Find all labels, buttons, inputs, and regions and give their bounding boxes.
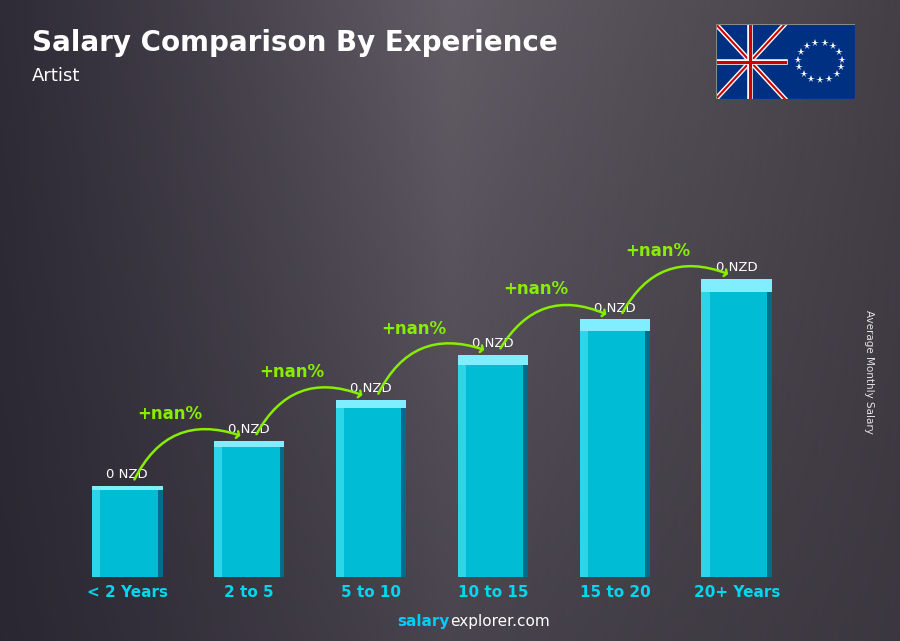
Bar <box>92 486 163 577</box>
Bar <box>580 319 651 577</box>
Bar <box>767 279 772 577</box>
Bar <box>580 319 588 577</box>
Text: Average Monthly Salary: Average Monthly Salary <box>863 310 874 434</box>
Bar <box>92 486 100 577</box>
Text: +nan%: +nan% <box>381 320 446 338</box>
Bar <box>401 400 407 577</box>
Bar <box>701 279 772 292</box>
Bar <box>701 279 772 577</box>
Bar <box>580 319 651 331</box>
Text: +nan%: +nan% <box>259 363 324 381</box>
Bar <box>213 440 284 447</box>
Text: 0 NZD: 0 NZD <box>106 468 148 481</box>
Bar <box>645 319 651 577</box>
Text: 0 NZD: 0 NZD <box>350 383 392 395</box>
Bar <box>336 400 407 577</box>
Text: +nan%: +nan% <box>503 280 568 298</box>
Bar <box>457 355 466 577</box>
Bar <box>213 440 284 577</box>
Text: 0 NZD: 0 NZD <box>716 262 758 274</box>
Bar <box>457 355 528 365</box>
Text: 0 NZD: 0 NZD <box>594 302 635 315</box>
Text: explorer.com: explorer.com <box>450 615 550 629</box>
Bar <box>280 440 284 577</box>
Bar <box>336 400 407 408</box>
Bar <box>213 440 222 577</box>
Text: +nan%: +nan% <box>138 406 202 424</box>
Text: 0 NZD: 0 NZD <box>472 337 514 350</box>
Bar <box>336 400 344 577</box>
Bar <box>701 279 710 577</box>
Bar <box>158 486 163 577</box>
Bar <box>524 355 528 577</box>
Text: Artist: Artist <box>32 67 80 85</box>
Text: +nan%: +nan% <box>625 242 690 260</box>
Bar <box>457 355 528 577</box>
Bar <box>92 486 163 490</box>
Text: salary: salary <box>398 615 450 629</box>
Text: 0 NZD: 0 NZD <box>229 423 270 436</box>
Text: Salary Comparison By Experience: Salary Comparison By Experience <box>32 29 557 57</box>
